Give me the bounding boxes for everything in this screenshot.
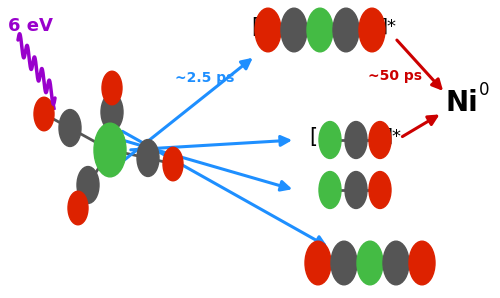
- Ellipse shape: [255, 8, 281, 52]
- Ellipse shape: [101, 94, 123, 131]
- Ellipse shape: [359, 8, 385, 52]
- Ellipse shape: [345, 172, 367, 209]
- Ellipse shape: [319, 122, 341, 159]
- Ellipse shape: [281, 8, 307, 52]
- Ellipse shape: [331, 241, 357, 285]
- Text: 6 eV: 6 eV: [8, 17, 53, 35]
- Ellipse shape: [94, 123, 126, 177]
- Text: 0: 0: [479, 81, 490, 99]
- Ellipse shape: [333, 8, 359, 52]
- Ellipse shape: [409, 241, 435, 285]
- Ellipse shape: [77, 167, 99, 204]
- Ellipse shape: [163, 147, 183, 181]
- Ellipse shape: [307, 8, 333, 52]
- Ellipse shape: [59, 110, 81, 146]
- Text: ~2.5 ps: ~2.5 ps: [175, 71, 234, 85]
- Ellipse shape: [357, 241, 383, 285]
- Ellipse shape: [345, 122, 367, 159]
- Ellipse shape: [383, 241, 409, 285]
- Text: ]*: ]*: [380, 18, 396, 36]
- Text: ~50 ps: ~50 ps: [368, 69, 422, 83]
- Text: Ni: Ni: [446, 89, 479, 117]
- Ellipse shape: [68, 191, 88, 225]
- Text: [: [: [251, 17, 259, 37]
- Ellipse shape: [305, 241, 331, 285]
- Ellipse shape: [369, 172, 391, 209]
- Ellipse shape: [34, 97, 54, 131]
- Ellipse shape: [102, 71, 122, 105]
- Text: [: [: [309, 127, 317, 147]
- Text: ]*: ]*: [385, 128, 401, 146]
- Ellipse shape: [137, 139, 159, 176]
- Ellipse shape: [319, 172, 341, 209]
- Ellipse shape: [369, 122, 391, 159]
